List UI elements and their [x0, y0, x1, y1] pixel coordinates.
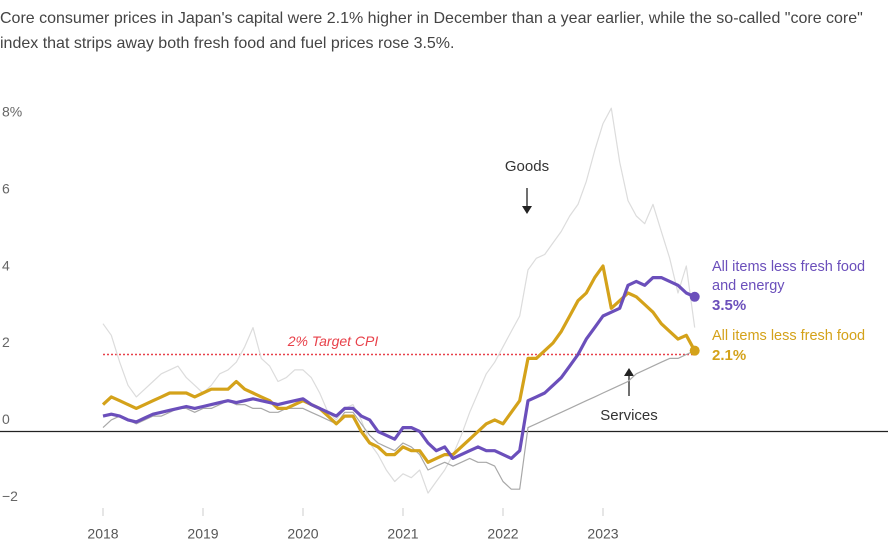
x-tick-label: 2023 — [587, 526, 618, 542]
end-dot — [689, 291, 700, 302]
series-name: All items less fresh food — [712, 327, 866, 344]
x-tick-label: 2019 — [187, 526, 218, 542]
series-line — [102, 276, 696, 460]
y-tick-label: 4 — [2, 257, 10, 273]
arrow-head — [624, 368, 634, 376]
series-label: All items less fresh food and energy 3.5% — [712, 258, 888, 315]
x-tick-label: 2021 — [387, 526, 418, 542]
y-tick-label: −2 — [2, 488, 18, 504]
y-tick-label: 8% — [2, 103, 22, 119]
target-label: 2% Target CPI — [287, 333, 379, 349]
y-tick-label: 2 — [2, 334, 10, 350]
series-end-label: 3.5% — [712, 296, 747, 314]
series-label: All items less fresh food 2.1% — [712, 327, 888, 365]
series-line — [102, 350, 695, 490]
end-dot — [689, 345, 700, 356]
x-tick-label: 2020 — [287, 526, 318, 542]
series-end-label: 2.1% — [712, 346, 747, 364]
x-tick-label: 2018 — [87, 526, 118, 542]
x-tick-label: 2022 — [487, 526, 518, 542]
y-tick-label: 6 — [2, 180, 10, 196]
arrow-head — [522, 206, 532, 214]
series-line — [102, 107, 696, 494]
series-label: Goods — [505, 158, 549, 175]
series-name: All items less fresh food and energy — [712, 258, 866, 294]
series-line — [101, 264, 697, 464]
chart-subtitle: Core consumer prices in Japan's capital … — [0, 10, 863, 52]
y-tick-label: 0 — [2, 411, 10, 427]
series-label: Services — [600, 407, 658, 424]
